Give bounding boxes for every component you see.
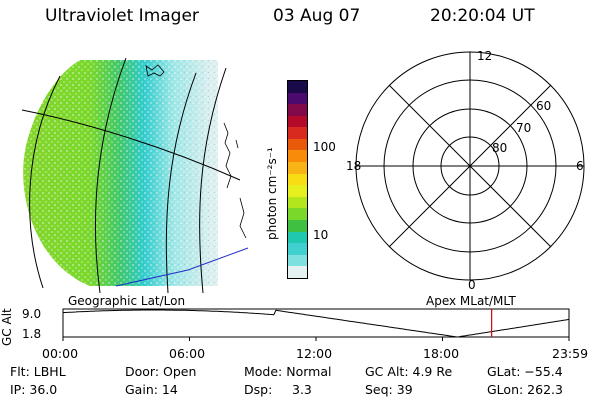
timeline-tick-0600: 06:00 [169,346,206,361]
polar-mlat-mlt-plot: 12 18 6 0 60 70 80 [346,49,585,292]
colorbar-segment [288,243,307,255]
mlt-label-18: 18 [346,159,361,173]
instrument-title: Ultraviolet Imager [45,6,199,26]
status-dsp-label: Dsp: [244,382,273,397]
status-flt: Flt: LBHL [10,364,66,379]
mlt-label-0: 0 [468,278,476,292]
colorbar-segment [288,138,307,151]
colorbar-segment [288,254,307,267]
status-gc-alt: GC Alt: 4.9 Re [365,364,453,379]
colorbar-segment [288,266,307,278]
colorbar-segment [288,162,307,174]
colorbar-segment [288,220,307,232]
timeline-tick-0000: 00:00 [42,346,79,361]
mlt-label-6: 6 [576,159,584,173]
colorbar-segment [288,80,307,93]
colorbar-segment [288,231,307,244]
status-seq: Seq: 39 [365,382,413,397]
colorbar-segment [288,92,307,105]
timeline-tick-2359: 23:59 [552,346,589,361]
terminator-line [115,247,249,287]
uv-emission-disk [23,60,219,286]
lat-lon-grid [21,57,241,293]
colorbar-tick-100: 100 [313,140,336,154]
mlt-label-12: 12 [477,49,492,63]
status-ip: IP: 36.0 [10,382,58,397]
timeline-tick-1200: 12:00 [296,346,333,361]
gc-alt-axis-label: GC Alt [0,308,14,346]
gc-alt-tick-min: 1.8 [22,327,42,341]
colorbar [287,80,308,279]
timeline-tick-1800: 18:00 [423,346,460,361]
mlat-label-80: 80 [492,141,507,155]
colorbar-segment [288,127,307,139]
status-glon: GLon: 262.3 [487,382,563,397]
geographic-image-panel [21,57,249,293]
status-door: Door: Open [125,364,197,379]
status-mode: Mode: Normal [244,364,332,379]
time-label: 20:20:04 UT [430,6,535,26]
colorbar-segment [288,196,307,209]
colorbar-segment [288,150,307,163]
colorbar-segment [288,208,307,221]
status-gain: Gain: 14 [125,382,178,397]
orbit-altitude-timeline [62,308,570,341]
colorbar-tick-10: 10 [313,228,329,242]
mlat-label-60: 60 [536,99,551,113]
colorbar-segment [288,185,307,197]
gc-alt-tick-max: 9.0 [22,307,42,321]
mlat-label-70: 70 [516,121,531,135]
colorbar-segment [288,104,307,116]
coastline-outline [145,64,247,239]
geographic-panel-label: Geographic Lat/Lon [68,294,186,308]
status-dsp-value: 3.3 [292,382,312,397]
colorbar-segment [288,173,307,186]
date-label: 03 Aug 07 [273,6,361,26]
apex-panel-label: Apex MLat/MLT [426,294,516,308]
status-glat: GLat: −55.4 [487,364,563,379]
colorbar-segment [288,115,307,128]
colorbar-unit-label: photon cm⁻²s⁻¹ [265,147,279,240]
orbit-altitude-curve [62,309,570,338]
